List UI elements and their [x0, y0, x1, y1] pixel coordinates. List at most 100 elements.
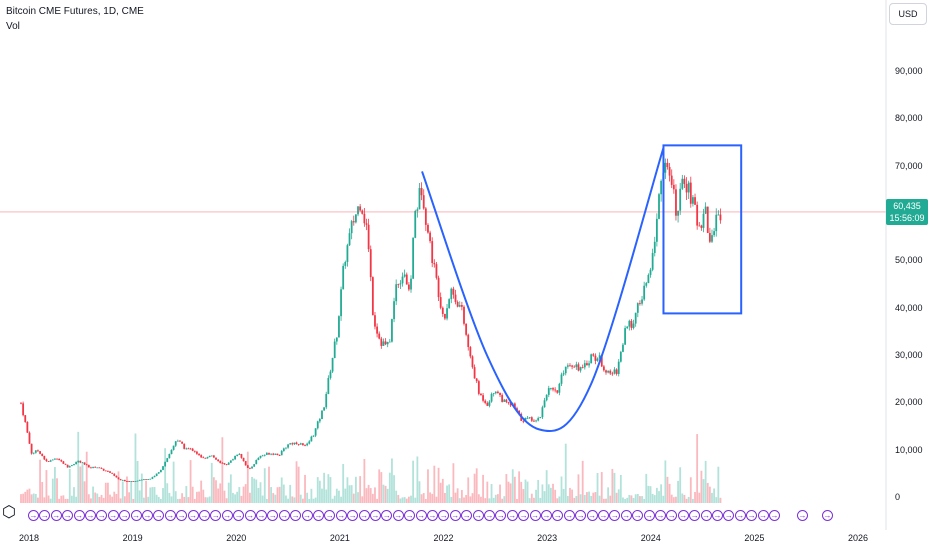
event-marker-icon[interactable]: → — [632, 510, 644, 521]
event-marker-icon[interactable]: → — [461, 510, 473, 521]
candle-body — [45, 459, 48, 462]
event-marker-icon[interactable]: → — [50, 510, 62, 521]
volume-bar — [388, 472, 391, 503]
event-marker-icon[interactable]: → — [199, 510, 210, 521]
event-marker-icon[interactable]: → — [119, 510, 131, 521]
event-marker-icon[interactable]: → — [153, 510, 165, 521]
event-marker-icon[interactable]: → — [689, 510, 701, 521]
volume-bar — [183, 496, 186, 503]
event-marker-icon[interactable]: → — [62, 510, 74, 521]
event-marker-icon[interactable]: → — [529, 510, 541, 521]
event-marker-icon[interactable]: → — [609, 510, 621, 521]
event-marker-icon[interactable]: → — [563, 510, 575, 521]
event-marker-icon[interactable]: → — [267, 510, 279, 521]
event-marker-icon[interactable]: → — [176, 510, 188, 521]
event-marker-icon[interactable]: → — [449, 510, 461, 521]
event-marker-icon[interactable]: → — [28, 510, 39, 521]
event-marker-icon[interactable]: → — [187, 510, 199, 521]
candle-body — [41, 453, 44, 456]
event-marker-icon[interactable]: → — [313, 510, 324, 521]
event-marker-icon[interactable]: → — [712, 510, 723, 521]
event-marker-icon[interactable]: → — [256, 510, 267, 521]
volume-bar — [323, 472, 326, 503]
event-marker-icon[interactable]: → — [472, 510, 484, 521]
drawing-tools[interactable] — [421, 144, 743, 433]
event-marker-icon[interactable]: → — [96, 510, 108, 521]
event-marker-icon[interactable]: → — [221, 510, 233, 521]
event-marker-icon[interactable]: → — [495, 510, 507, 521]
event-marker-icon[interactable]: → — [358, 510, 370, 521]
event-marker-icon[interactable]: → — [700, 510, 712, 521]
event-marker-icon[interactable]: → — [757, 510, 769, 521]
event-marker-icon[interactable]: → — [506, 510, 518, 521]
event-marker-icon[interactable]: → — [484, 510, 495, 521]
currency-button[interactable]: USD — [889, 3, 927, 25]
candle-body — [174, 441, 177, 446]
event-marker-icon[interactable]: → — [392, 510, 404, 521]
event-marker-icon[interactable]: → — [210, 510, 222, 521]
event-marker-icon[interactable]: → — [734, 510, 746, 521]
candle-body — [149, 478, 152, 480]
event-marker-icon[interactable]: → — [518, 510, 530, 521]
candle-body — [560, 374, 563, 384]
time-axis-tick: 2024 — [640, 533, 661, 543]
candle-body — [107, 470, 109, 472]
event-marker-icon[interactable]: → — [301, 510, 313, 521]
candle-body — [357, 206, 359, 215]
event-marker-icon[interactable]: → — [404, 510, 416, 521]
price-axis-tick: 0 — [895, 492, 901, 502]
event-marker-icon[interactable]: → — [324, 510, 336, 521]
event-marker-icon[interactable]: → — [822, 510, 833, 521]
event-marker-icon[interactable]: → — [347, 510, 359, 521]
candle-body — [543, 400, 546, 408]
event-marker-icon[interactable]: → — [746, 510, 758, 521]
volume-bar — [573, 497, 576, 503]
event-marker-icon[interactable]: → — [598, 510, 609, 521]
event-marker-icon[interactable]: → — [142, 510, 153, 521]
event-marker-icon[interactable]: → — [415, 510, 427, 521]
event-marker-icon[interactable]: → — [85, 510, 96, 521]
candle-body — [189, 448, 192, 450]
tradingview-logo-icon[interactable]: ⬡ — [2, 504, 16, 521]
event-marker-icon[interactable]: → — [233, 510, 245, 521]
event-marker-icon[interactable]: → — [427, 510, 438, 521]
event-marker-icon[interactable]: → — [290, 510, 302, 521]
volume-bar — [539, 497, 542, 503]
event-marker-icon[interactable]: → — [164, 510, 176, 521]
event-marker-icon[interactable]: → — [130, 510, 142, 521]
event-marker-icon[interactable]: → — [677, 510, 689, 521]
event-marker-icon[interactable]: → — [552, 510, 564, 521]
event-marker-icon[interactable]: → — [723, 510, 735, 521]
event-marker-icon[interactable]: → — [575, 510, 587, 521]
candle-body — [713, 231, 716, 236]
event-marker-icon[interactable]: → — [541, 510, 552, 521]
event-marker-icon[interactable]: → — [666, 510, 678, 521]
event-marker-icon[interactable]: → — [73, 510, 85, 521]
event-marker-icon[interactable]: → — [244, 510, 256, 521]
event-marker-icon[interactable]: → — [438, 510, 450, 521]
candle-body — [628, 320, 631, 327]
volume-label[interactable]: Vol — [6, 21, 20, 32]
candle-body — [647, 274, 650, 284]
event-marker-icon[interactable]: → — [620, 510, 632, 521]
candle-body — [586, 363, 588, 366]
event-marker-icon[interactable]: → — [586, 510, 598, 521]
event-marker-icon[interactable]: → — [643, 510, 655, 521]
event-marker-icon[interactable]: → — [107, 510, 119, 521]
event-marker-icon[interactable]: → — [278, 510, 290, 521]
event-marker-icon[interactable]: → — [655, 510, 666, 521]
volume-bar — [107, 482, 109, 503]
candle-body — [575, 364, 578, 368]
event-marker-icon[interactable]: → — [769, 510, 780, 521]
event-marker-icon[interactable]: → — [797, 510, 808, 521]
volume-bar — [321, 488, 323, 503]
candle-body — [263, 454, 266, 456]
event-marker-icon[interactable]: → — [335, 510, 347, 521]
event-marker-icon[interactable]: → — [39, 510, 51, 521]
volume-bar — [494, 494, 497, 503]
event-marker-icon[interactable]: → — [370, 510, 381, 521]
event-marker-icon[interactable]: → — [381, 510, 393, 521]
candle-body — [698, 225, 701, 227]
